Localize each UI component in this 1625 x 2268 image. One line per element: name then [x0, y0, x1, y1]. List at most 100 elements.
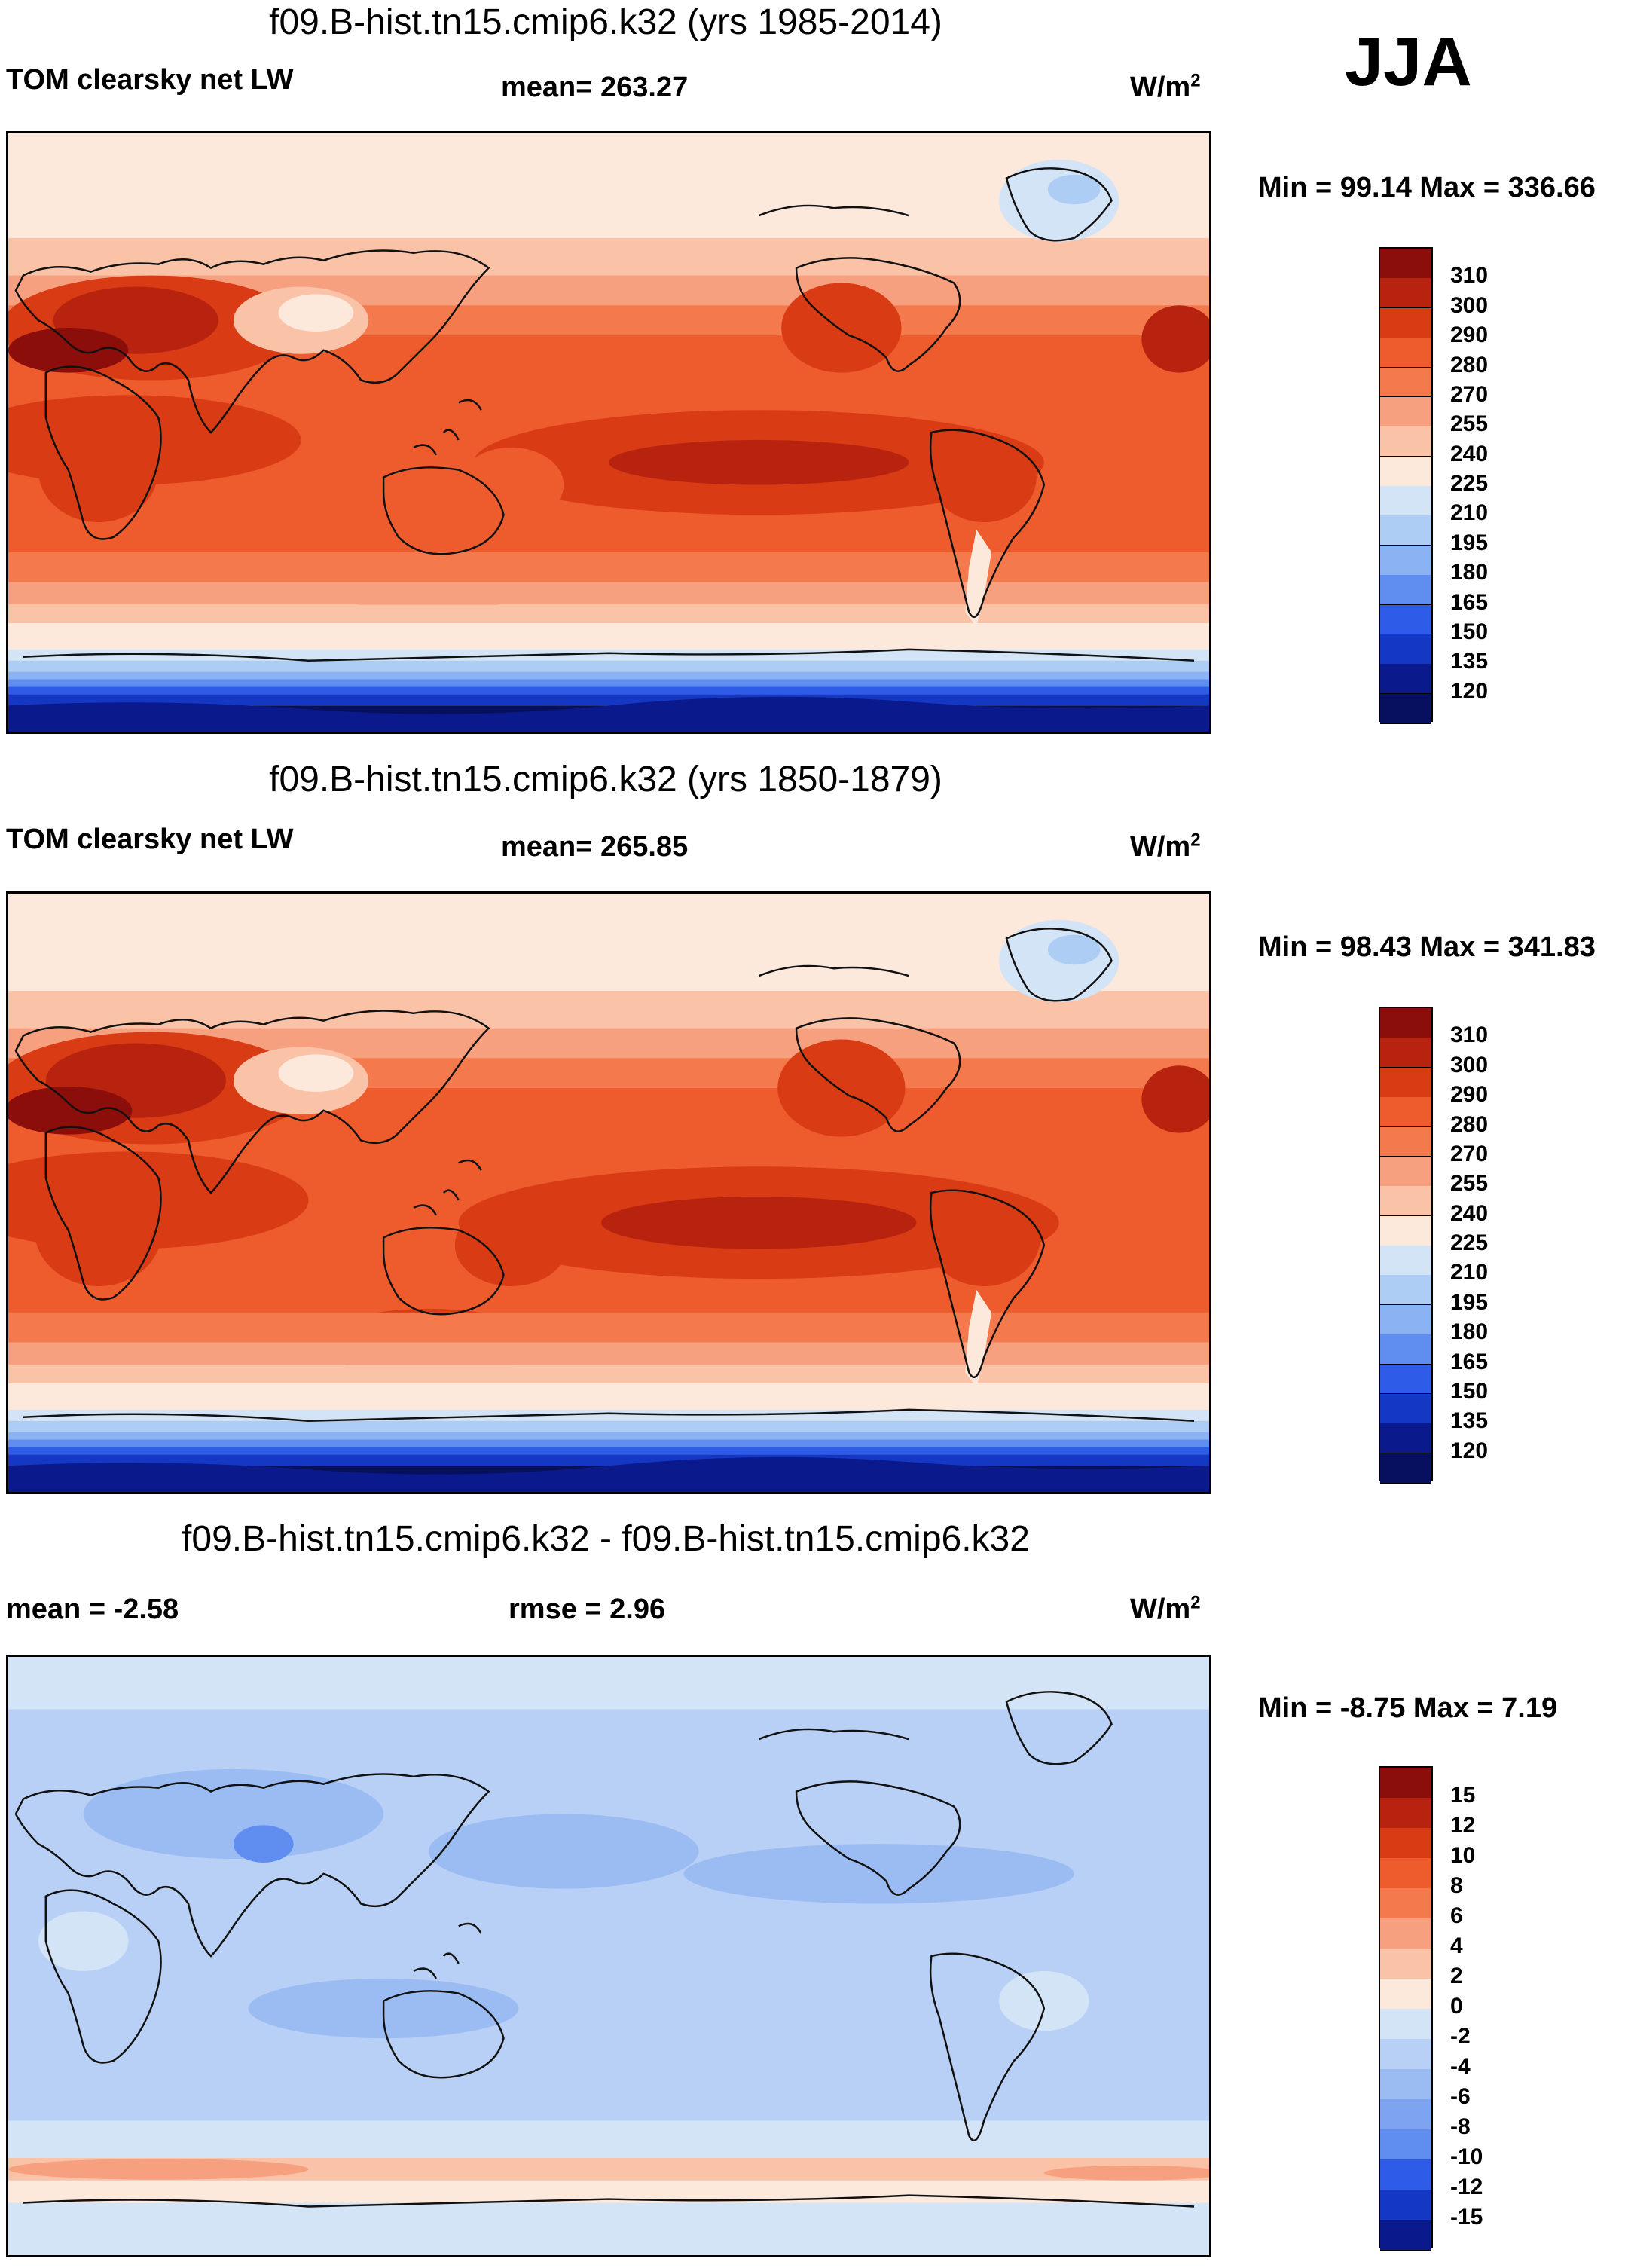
colorbar-swatch [1380, 2099, 1431, 2130]
colorbar-swatch [1380, 1888, 1431, 1919]
colorbar-tick-label: -6 [1450, 2084, 1471, 2109]
colorbar-swatch [1380, 2039, 1431, 2070]
colorbar-tick-label: 2 [1450, 1964, 1463, 1988]
colorbar-tick-label: 120 [1450, 1438, 1489, 1463]
colorbar-swatch [1380, 1918, 1431, 1949]
colorbar-swatch [1380, 1067, 1431, 1098]
colorbar-swatch [1380, 1186, 1431, 1217]
panel3-colorbar [1379, 1766, 1433, 2251]
colorbar-tick-label: 15 [1450, 1783, 1476, 1808]
colorbar-swatch [1380, 634, 1431, 665]
panel2-units: W/m2 [1130, 830, 1201, 863]
panel2-left-label: TOM clearsky net LW [6, 824, 294, 855]
panel1-colorbar [1379, 247, 1433, 724]
panel1-map [6, 131, 1211, 734]
colorbar-tick-label: 290 [1450, 1082, 1489, 1108]
panel1-left-label: TOM clearsky net LW [6, 64, 294, 96]
colorbar-tick-label: 290 [1450, 322, 1489, 348]
colorbar-swatch [1380, 1858, 1431, 1889]
colorbar-swatch [1380, 1393, 1431, 1424]
colorbar-swatch [1380, 307, 1431, 338]
colorbar-swatch [1380, 1364, 1431, 1395]
colorbar-tick-label: -15 [1450, 2205, 1483, 2230]
colorbar-swatch [1380, 486, 1431, 516]
colorbar-swatch [1380, 2069, 1431, 2100]
panel2-map [6, 891, 1211, 1494]
colorbar-swatch [1380, 2190, 1431, 2221]
colorbar-swatch [1380, 456, 1431, 487]
colorbar-swatch [1380, 396, 1431, 427]
colorbar-swatch [1380, 1215, 1431, 1246]
colorbar-tick-label: 270 [1450, 1141, 1489, 1166]
colorbar-tick-label: 280 [1450, 1111, 1489, 1137]
panel3-minmax: Min = -8.75 Max = 7.19 [1258, 1692, 1558, 1724]
colorbar-tick-label: 165 [1450, 1349, 1489, 1374]
colorbar-swatch [1380, 1423, 1431, 1454]
panel1-mean-label: mean= 263.27 [501, 72, 689, 103]
colorbar-swatch [1380, 1097, 1431, 1127]
colorbar-tick-label: 12 [1450, 1813, 1476, 1838]
panel2-title: f09.B-hist.tn15.cmip6.k32 (yrs 1850-1879… [269, 760, 942, 799]
colorbar-tick-label: 195 [1450, 530, 1489, 555]
colorbar-swatch [1380, 1126, 1431, 1157]
colorbar-tick-label: -12 [1450, 2175, 1483, 2199]
colorbar-tick-label: 210 [1450, 1260, 1489, 1285]
colorbar-swatch [1380, 545, 1431, 576]
colorbar-tick-label: 6 [1450, 1903, 1463, 1928]
colorbar-swatch [1380, 693, 1431, 724]
panel3-field [8, 1657, 1209, 2255]
colorbar-tick-label: 225 [1450, 471, 1489, 496]
colorbar-tick-label: 135 [1450, 1408, 1489, 1434]
colorbar-tick-label: 240 [1450, 441, 1489, 466]
colorbar-swatch [1380, 1304, 1431, 1335]
colorbar-tick-label: 300 [1450, 1052, 1489, 1077]
colorbar-swatch [1380, 1334, 1431, 1365]
panel3-rmse-label: rmse = 2.96 [509, 1594, 666, 1625]
colorbar-tick-label: -2 [1450, 2024, 1471, 2049]
panel3-map [6, 1655, 1211, 2257]
season-label: JJA [1345, 23, 1472, 100]
colorbar-tick-label: 150 [1450, 619, 1489, 644]
colorbar-tick-label: 180 [1450, 1319, 1489, 1345]
colorbar-tick-label: 8 [1450, 1873, 1463, 1898]
colorbar-tick-label: -10 [1450, 2144, 1483, 2169]
colorbar-swatch [1380, 426, 1431, 457]
colorbar-tick-label: 10 [1450, 1843, 1476, 1868]
colorbar-tick-label: 310 [1450, 1022, 1489, 1048]
colorbar-swatch [1380, 367, 1431, 398]
colorbar-tick-label: 280 [1450, 352, 1489, 377]
colorbar-swatch [1380, 1156, 1431, 1187]
colorbar-tick-label: 255 [1450, 411, 1489, 437]
colorbar-tick-label: 255 [1450, 1171, 1489, 1197]
colorbar-swatch [1380, 2009, 1431, 2040]
colorbar-tick-label: -8 [1450, 2114, 1471, 2139]
panel2-field [8, 894, 1209, 1492]
colorbar-swatch [1380, 338, 1431, 368]
colorbar-swatch [1380, 1038, 1431, 1068]
colorbar-tick-label: 135 [1450, 649, 1489, 674]
panel3-mean-label: mean = -2.58 [6, 1594, 179, 1625]
colorbar-swatch [1380, 604, 1431, 635]
panel2-minmax: Min = 98.43 Max = 341.83 [1258, 931, 1596, 963]
colorbar-swatch [1380, 278, 1431, 309]
colorbar-tick-label: 150 [1450, 1378, 1489, 1404]
colorbar-tick-label: 120 [1450, 678, 1489, 704]
colorbar-swatch [1380, 1246, 1431, 1276]
colorbar-tick-label: 210 [1450, 500, 1489, 526]
colorbar-tick-label: 300 [1450, 292, 1489, 318]
colorbar-tick-label: 195 [1450, 1289, 1489, 1315]
colorbar-swatch [1380, 1453, 1431, 1484]
colorbar-swatch [1380, 1828, 1431, 1859]
colorbar-swatch [1380, 1008, 1431, 1038]
colorbar-tick-label: 240 [1450, 1200, 1489, 1226]
colorbar-swatch [1380, 575, 1431, 605]
panel1-units: W/m2 [1130, 70, 1201, 103]
colorbar-tick-label: -4 [1450, 2054, 1471, 2079]
colorbar-tick-label: 310 [1450, 263, 1489, 289]
colorbar-swatch [1380, 1768, 1431, 1799]
colorbar-swatch [1380, 1949, 1431, 1979]
panel3-units: W/m2 [1130, 1592, 1201, 1625]
colorbar-swatch [1380, 2159, 1431, 2190]
colorbar-swatch [1380, 1979, 1431, 2010]
panel3-title: f09.B-hist.tn15.cmip6.k32 - f09.B-hist.t… [182, 1519, 1030, 1559]
